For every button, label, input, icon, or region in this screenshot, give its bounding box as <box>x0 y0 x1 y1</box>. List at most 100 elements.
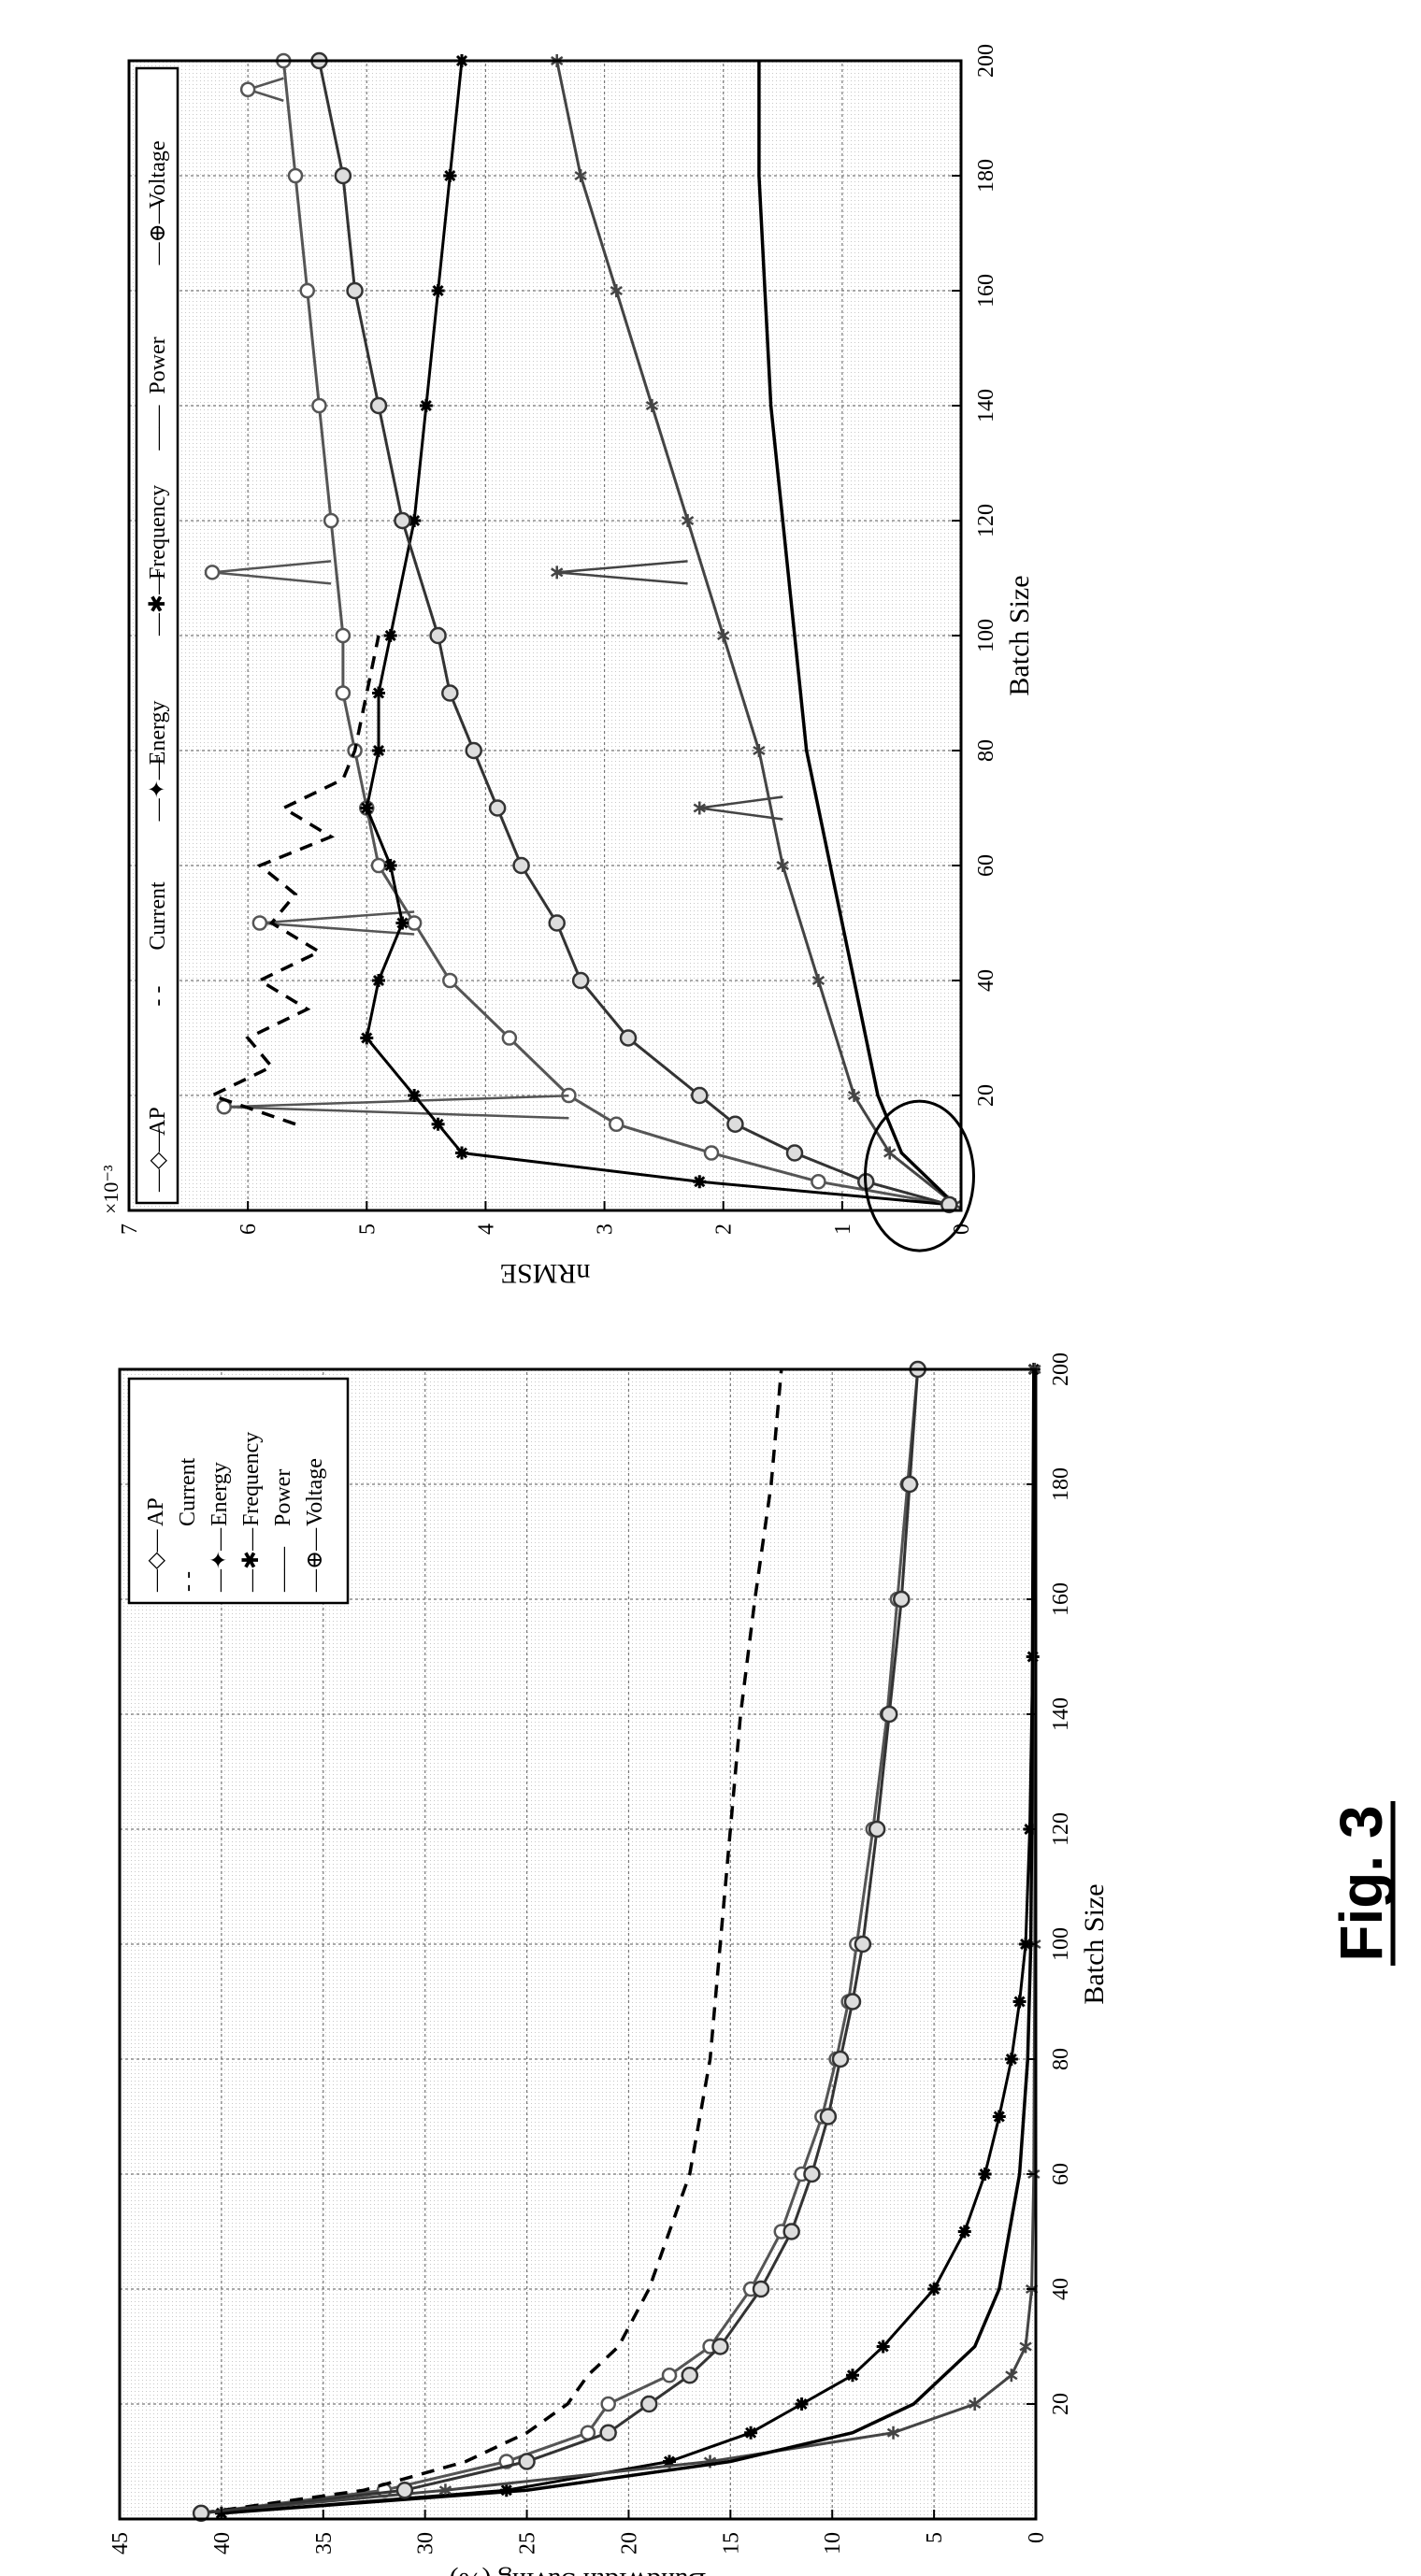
data-point-energy <box>1004 2053 1018 2066</box>
data-point-voltage <box>893 1590 911 1609</box>
data-point-voltage <box>691 1086 709 1105</box>
data-point-voltage <box>488 799 507 817</box>
y-axis-label: nRMSE <box>500 1258 591 1289</box>
x-tick-label: 180 <box>1049 1467 1073 1501</box>
data-point-voltage <box>192 2504 210 2523</box>
x-tick-label: 80 <box>974 739 998 762</box>
data-point-voltage <box>599 2424 617 2441</box>
legend-marker: —✦— <box>208 1527 232 1593</box>
y-tick-label: 45 <box>108 2532 133 2555</box>
y-tick-label: 15 <box>719 2532 743 2555</box>
data-point-ap <box>335 685 352 701</box>
data-point-energy <box>408 514 422 527</box>
spike-point-frequency <box>693 801 706 815</box>
data-point-frequency <box>1019 2340 1032 2354</box>
data-point-voltage <box>394 511 411 530</box>
data-point-energy <box>372 686 385 700</box>
data-point-ap <box>600 2396 616 2412</box>
data-point-energy <box>408 1089 422 1102</box>
x-tick-label: 180 <box>974 159 998 193</box>
nrmse-chart: 20 40 60 80 100 120 140 160 180 200 0 1 2 3 4 5 6 7 Batch … <box>99 44 1035 1289</box>
legend-box <box>127 1377 350 1605</box>
axis-multiplier: ×10⁻³ <box>99 1165 122 1214</box>
x-tick-label: 60 <box>1049 2163 1073 2185</box>
data-point-ap <box>370 857 387 874</box>
x-tick-label: 20 <box>1049 2393 1073 2415</box>
y-tick-label: 30 <box>414 2532 438 2555</box>
legend-entry-voltage: Voltage <box>146 140 170 208</box>
data-point-voltage <box>752 2280 770 2298</box>
series-line-current <box>208 635 380 1126</box>
y-tick-label: 1 <box>831 1224 855 1235</box>
data-point-frequency <box>883 1146 897 1160</box>
legend-marker: —✱— <box>146 571 170 637</box>
data-point-frequency <box>438 2483 452 2497</box>
data-point-voltage <box>681 2367 699 2384</box>
data-point-energy <box>927 2283 941 2296</box>
bandwidth-saving-chart: 20 40 60 80 100 120 140 160 180 200 0 5 10 15 20 25 30 35… <box>108 1352 1110 2576</box>
y-tick-label: 0 <box>1025 2532 1049 2543</box>
data-point-voltage <box>512 856 530 875</box>
figure-label: Fig. 3 <box>1328 1805 1395 1961</box>
y-axis-label: Bandwidth Saving (%) <box>450 2567 707 2576</box>
series-line-voltage <box>317 60 950 1207</box>
data-point-voltage <box>726 1115 744 1133</box>
data-point-ap <box>811 1174 826 1190</box>
x-axis-label: Batch Size <box>1079 1883 1110 2004</box>
legend-marker: —◇— <box>146 1129 170 1193</box>
data-point-voltage <box>785 1144 804 1162</box>
x-axis-label: Batch Size <box>1004 575 1035 695</box>
x-tick-label: 100 <box>974 619 998 652</box>
series-line-frequency <box>555 60 956 1206</box>
data-point-voltage <box>334 166 352 185</box>
y-tick-label: 10 <box>821 2532 845 2555</box>
data-point-voltage <box>346 281 364 300</box>
x-tick-label: 40 <box>1049 2278 1073 2300</box>
data-point-ap <box>406 915 423 931</box>
y-tick-label: 5 <box>355 1224 380 1235</box>
legend-marker: - - <box>146 986 170 1007</box>
x-tick-label: 60 <box>974 854 998 877</box>
data-point-frequency <box>717 629 730 642</box>
data-point-frequency <box>681 514 695 527</box>
data-point-energy <box>795 2397 809 2411</box>
plot-area <box>120 1369 1036 2519</box>
legend-entry-ap: AP <box>146 1107 170 1136</box>
legend-marker: —— <box>271 1546 295 1593</box>
spike-point-ap <box>204 565 221 580</box>
legend-marker: —⊕— <box>146 200 170 265</box>
data-point-voltage <box>782 2223 800 2240</box>
data-point-energy <box>957 2225 971 2239</box>
legend-entry-energy: Energy <box>146 700 170 765</box>
data-point-energy <box>1012 1995 1026 2009</box>
data-point-frequency <box>645 399 659 412</box>
y-tick-label: 5 <box>923 2532 947 2543</box>
series-line-current <box>200 1368 783 2515</box>
legend-entry-power: Power <box>271 1469 295 1526</box>
data-point-voltage <box>441 684 459 702</box>
legend: —◇—AP- -Current—✦—Energy—✱—Frequency——Po… <box>127 1377 350 1605</box>
x-tick-label: 140 <box>974 389 998 422</box>
legend-marker: - - <box>176 1571 200 1592</box>
data-point-energy <box>360 1031 374 1045</box>
data-point-energy <box>663 2454 676 2469</box>
data-point-energy <box>360 801 374 815</box>
data-point-frequency <box>1005 2368 1018 2383</box>
y-tick-label: 20 <box>617 2532 641 2555</box>
legend-marker: —✱— <box>239 1527 264 1593</box>
data-point-energy <box>395 916 409 930</box>
y-tick-label: 0 <box>950 1224 974 1235</box>
x-tick-label: 160 <box>974 274 998 308</box>
data-point-frequency <box>847 1089 861 1102</box>
legend: —◇—AP- -Current—✦—Energy—✱—Frequency——Po… <box>135 66 179 1205</box>
data-point-ap <box>442 972 458 989</box>
data-point-ap <box>287 167 304 184</box>
legend-marker: —◇— <box>144 1529 168 1593</box>
x-tick-label: 120 <box>974 504 998 537</box>
x-tick-label: 200 <box>1049 1352 1073 1386</box>
data-point-energy <box>372 974 385 987</box>
legend-marker: —— <box>146 405 170 451</box>
data-point-ap <box>335 627 352 644</box>
data-point-voltage <box>711 2338 729 2355</box>
